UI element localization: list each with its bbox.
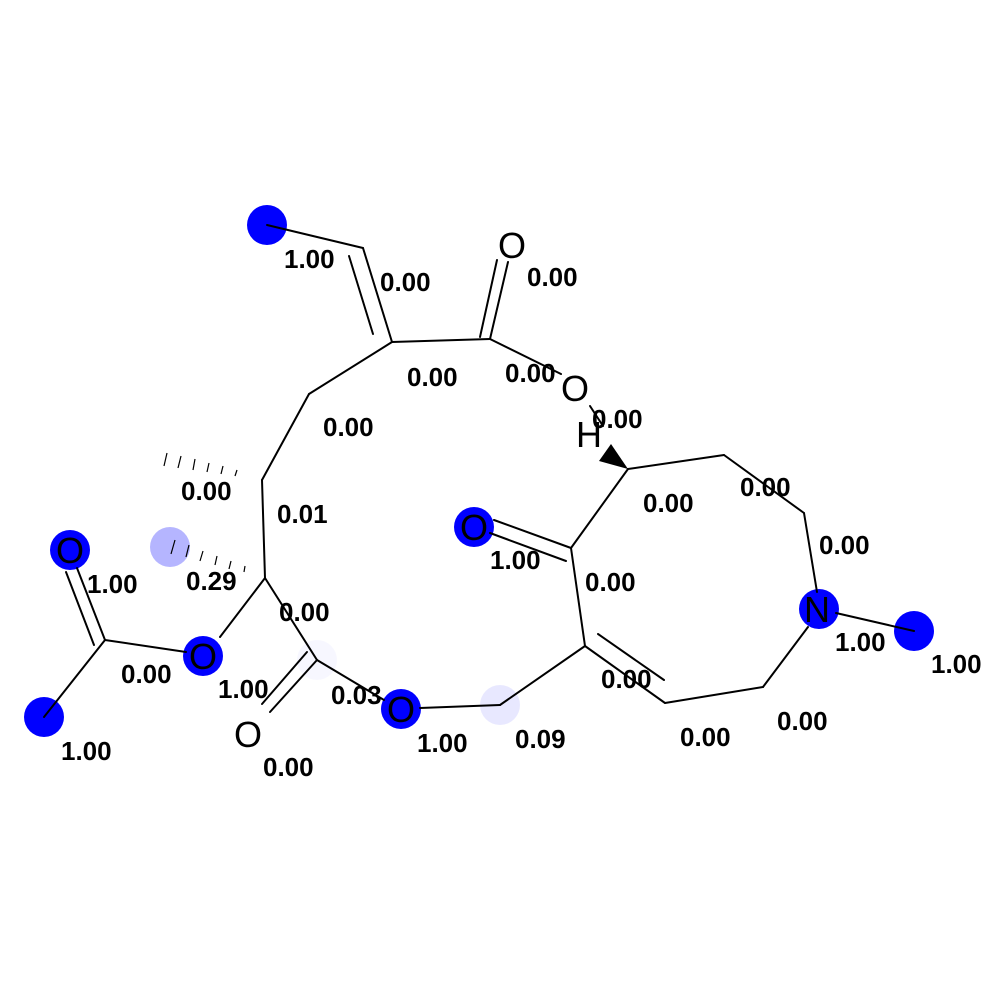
weight-label: 0.00 xyxy=(680,722,731,752)
atom-o-acetyl-carbonyl: O xyxy=(56,530,84,571)
bond-ring-o-ch xyxy=(589,405,604,427)
bond-ketone-double-b xyxy=(489,532,567,562)
weight-label: 0.00 xyxy=(777,706,828,736)
bond-ketone-double-a xyxy=(493,519,572,549)
weight-label: 0.29 xyxy=(186,566,237,596)
bond-quat-acetyl-o xyxy=(219,577,266,638)
bond-carbonyl-ring-o xyxy=(489,338,562,375)
bond-quat-lactone xyxy=(264,577,318,661)
weight-label: 0.00 xyxy=(279,597,330,627)
atom-o-ketone: O xyxy=(460,507,488,548)
atom-o-acetyl-ester: O xyxy=(189,636,217,677)
bond-alkene-ch2 xyxy=(308,341,393,395)
bond-ketone-ch xyxy=(570,468,629,549)
weight-label: 0.09 xyxy=(515,724,566,754)
bond-n-methyl xyxy=(835,612,915,632)
weight-label: 0.00 xyxy=(527,262,578,292)
weight-label: 0.00 xyxy=(601,664,652,694)
bond-n-ring-down xyxy=(762,626,809,688)
bond-stereo-quat xyxy=(261,479,266,579)
highlight-acetyl-carbonyl-o xyxy=(50,530,90,570)
atom-n-amine: N xyxy=(804,589,830,630)
weight-label: 0.03 xyxy=(331,680,382,710)
weight-label: 0.00 xyxy=(592,404,643,434)
bond-vinyl-methyl xyxy=(266,224,364,249)
weight-label: 0.00 xyxy=(407,362,458,392)
weight-label: 1.00 xyxy=(417,728,468,758)
bond-vinyl-double-a xyxy=(362,247,393,343)
bond-alkene-double-b xyxy=(597,633,665,681)
weight-label: 0.00 xyxy=(323,412,374,442)
weight-label: 0.00 xyxy=(121,659,172,689)
weight-label: 1.00 xyxy=(87,569,138,599)
stereo-hash-bottom xyxy=(170,539,246,573)
bond-acetyl-methyl xyxy=(43,639,106,718)
bond-lactone-o-double-a xyxy=(269,659,318,713)
highlight-acetyl-ester-o xyxy=(183,636,223,676)
bond-lactone-o-double-b xyxy=(261,651,308,705)
stereo-hash-top xyxy=(163,452,238,477)
bond-ester-o-ch2 xyxy=(419,704,501,709)
bond-carbonyl-o-b xyxy=(479,259,498,338)
weight-label: 0.00 xyxy=(263,752,314,782)
bonds xyxy=(43,224,915,718)
weight-labels: 1.00 0.00 0.00 0.00 0.00 0.00 0.00 0.00 … xyxy=(61,244,982,782)
weight-label: 0.00 xyxy=(819,530,870,560)
bond-acetyl-o-c xyxy=(104,639,187,653)
bond-ring-ch2-n xyxy=(803,512,818,593)
weight-label: 0.00 xyxy=(505,358,556,388)
weight-label: 0.00 xyxy=(643,488,694,518)
atom-highlights xyxy=(24,205,934,737)
weight-label: 1.00 xyxy=(835,627,886,657)
atom-o-top-carbonyl: O xyxy=(498,225,526,266)
highlight-quat-methyl xyxy=(150,527,190,567)
weight-label: 1.00 xyxy=(61,736,112,766)
bond-acetyl-double-a xyxy=(76,567,106,641)
bond-vinyl-double-b xyxy=(348,255,374,335)
weight-label: 1.00 xyxy=(284,244,335,274)
weight-label: 0.00 xyxy=(585,567,636,597)
atom-o-ring-ester: O xyxy=(561,368,589,409)
bond-ch2-alkene xyxy=(499,645,586,706)
weight-label: 0.00 xyxy=(380,267,431,297)
bond-ch2-stereo-c xyxy=(261,393,310,481)
bond-acetyl-double-b xyxy=(65,571,95,646)
weight-label: 1.00 xyxy=(490,545,541,575)
bond-carbonyl-o-a xyxy=(489,261,509,340)
highlight-lactone-ester-o xyxy=(381,689,421,729)
highlight-amine-n xyxy=(799,589,839,629)
bond-lactone-ester-o xyxy=(316,659,385,701)
atom-o-lactone-ester: O xyxy=(387,689,415,730)
weight-label: 0.00 xyxy=(740,472,791,502)
bond-ch-ring xyxy=(627,454,725,470)
atom-h-stereo: H xyxy=(576,414,602,455)
weight-label: 0.00 xyxy=(181,476,232,506)
bond-alkene-double-a xyxy=(584,645,666,704)
bond-alkene-ketone-c xyxy=(570,547,586,647)
weight-label: 1.00 xyxy=(218,674,269,704)
stereo-wedge xyxy=(599,444,628,469)
weight-label: 1.00 xyxy=(931,649,982,679)
atom-labels: O O H O O O O O N xyxy=(56,225,830,755)
bond-ring-ch2-a xyxy=(723,454,805,514)
bond-ring-bottom xyxy=(664,686,764,704)
highlight-ketone-o xyxy=(454,507,494,547)
atom-o-lactone-carbonyl: O xyxy=(234,714,262,755)
weight-label: 0.01 xyxy=(277,499,328,529)
bond-alkene-carbonyl xyxy=(391,338,491,343)
